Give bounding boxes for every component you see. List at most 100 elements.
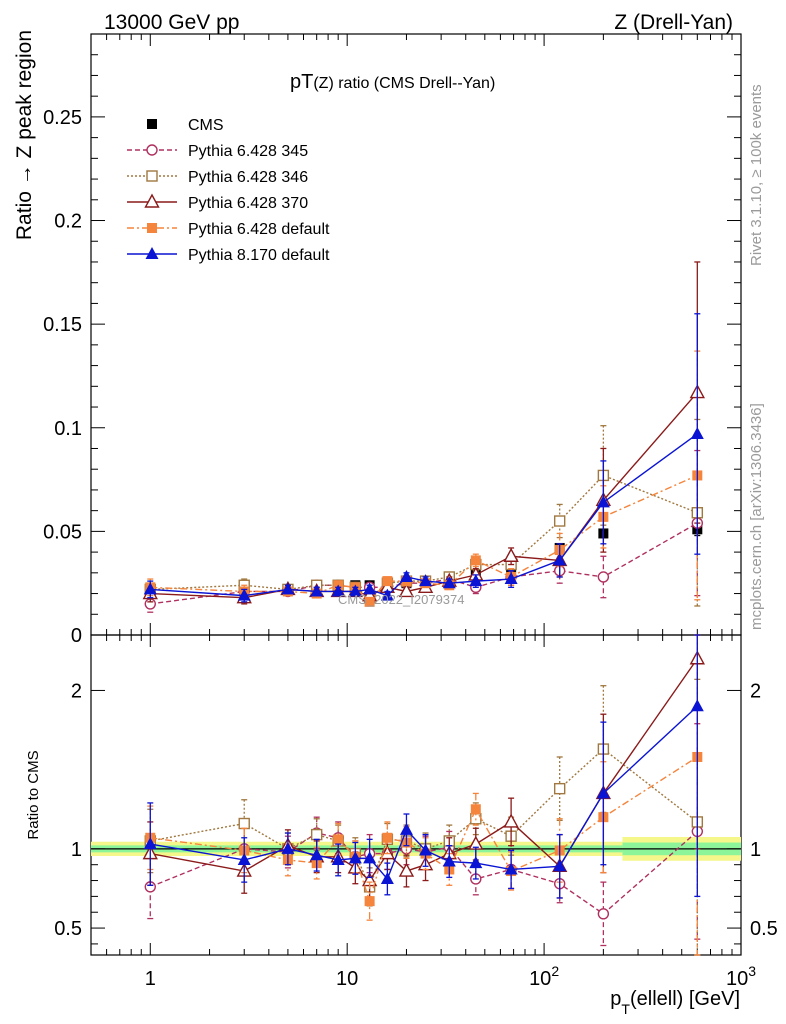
- main-data-point: [380, 588, 394, 601]
- main-data-point: [281, 582, 295, 595]
- legend-entry: Pythia 6.428 default: [127, 221, 330, 238]
- main-data-point: [553, 515, 566, 527]
- x-tick-label: 10: [336, 968, 358, 990]
- ratio-data-point: [238, 817, 250, 830]
- legend-marker: [147, 223, 157, 233]
- main-data-point: [331, 584, 345, 597]
- main-series-line: [150, 474, 698, 603]
- legend-label: Pythia 6.428 370: [188, 195, 308, 212]
- legend-label: Pythia 6.428 346: [188, 169, 308, 186]
- ratio-series-line: [150, 748, 698, 889]
- ratio-data-point: [382, 832, 393, 843]
- y-tick-label: 0.15: [43, 314, 82, 336]
- main-data-point: [348, 584, 362, 597]
- ratio-series-2: [142, 634, 705, 901]
- ratio-data-point: [469, 856, 483, 869]
- main-data-point: [310, 584, 324, 597]
- header-right: Z (Drell-Yan): [614, 11, 733, 34]
- main-series-5: [143, 313, 704, 603]
- main-data-point: [503, 547, 519, 562]
- ratio-series-4: [143, 634, 704, 899]
- ratio-series-1: [144, 678, 704, 956]
- main-series-3: [142, 261, 705, 605]
- x-tick-label-exp: 2: [551, 963, 559, 979]
- ratio-data-point: [237, 852, 251, 865]
- legend-entry: Pythia 6.428 370: [127, 193, 308, 212]
- y-tick-label: 1: [71, 839, 82, 861]
- plot-title-sub: (Z) ratio (CMS Drell--Yan): [313, 75, 495, 92]
- main-ylabel: Ratio → Z peak region: [13, 30, 36, 240]
- main-series-line: [150, 433, 698, 597]
- ratio-data-point: [553, 859, 567, 872]
- y-tick-label-right: 0.5: [750, 918, 778, 940]
- x-tick-label: 1: [145, 968, 156, 990]
- legend-entry: Pythia 8.170 default: [127, 247, 330, 264]
- main-data-point: [690, 426, 704, 439]
- main-data-point: [470, 555, 481, 566]
- main-data-point: [364, 596, 375, 607]
- ratio-data-point: [380, 871, 394, 884]
- legend-entry: Pythia 6.428 346: [127, 169, 308, 186]
- legend-marker: [146, 144, 158, 156]
- y-tick-label: 0.05: [43, 521, 82, 543]
- ratio-data-point: [331, 852, 345, 865]
- ratio-data-point: [596, 786, 610, 799]
- ratio-data-point: [419, 843, 433, 856]
- x-tick-label: 102: [529, 963, 559, 990]
- ratio-data-point: [363, 851, 377, 864]
- main-data-point: [469, 574, 483, 587]
- plot-title: pT(Z) ratio (CMS Drell--Yan): [290, 71, 495, 93]
- ratio-data-point: [504, 862, 518, 875]
- y-tick-label: 0.25: [43, 107, 82, 129]
- ratio-data-point: [399, 822, 413, 835]
- main-series-line: [150, 392, 698, 599]
- plot-title-main: pT: [290, 71, 313, 93]
- legend-entry: Pythia 6.428 345: [127, 143, 308, 160]
- ratio-data-point: [398, 862, 415, 877]
- ratio-data-point: [503, 813, 519, 828]
- legend-label: CMS: [188, 117, 224, 134]
- ratio-series-line: [150, 756, 698, 904]
- y-tick-label-right: 1: [750, 839, 761, 861]
- ratio-data-point: [281, 841, 295, 854]
- y-tick-label: 0.1: [54, 418, 82, 440]
- ratio-series-line: [150, 705, 698, 881]
- legend-label: Pythia 6.428 default: [188, 221, 330, 238]
- x-tick-label-base: 10: [336, 968, 358, 990]
- header-left: 13000 GeV pp: [104, 11, 239, 34]
- ratio-plot-frame: [90, 634, 742, 956]
- main-data-point: [399, 569, 413, 582]
- main-data-point: [382, 576, 393, 587]
- watermark: CMS_2022_I2079374: [338, 592, 465, 607]
- legend-entry: CMS: [147, 117, 224, 134]
- plot-frames: [90, 33, 742, 956]
- ratio-series-3: [145, 634, 703, 956]
- legend-label: Pythia 8.170 default: [188, 247, 330, 264]
- y-tick-label: 0.2: [54, 211, 82, 233]
- y-tick-label: 2: [71, 680, 82, 702]
- x-tick-label-base: 10: [726, 968, 748, 990]
- main-data-point: [363, 582, 377, 595]
- legend-marker: [145, 247, 159, 259]
- x-axis-label-rest: (ellell) [GeV]: [630, 988, 740, 1010]
- main-series-line: [150, 474, 698, 599]
- x-axis-label: pT(ellell) [GeV]: [610, 988, 740, 1017]
- ratio-data-point: [143, 837, 157, 850]
- y-tick-label-right: 2: [750, 680, 761, 702]
- x-tick-label-base: 10: [529, 968, 551, 990]
- main-data-point: [596, 495, 610, 508]
- legend-marker: [144, 193, 160, 208]
- x-tick-label: 103: [726, 963, 756, 990]
- x-axis-label-sub: T: [621, 1001, 630, 1017]
- rivet-label: Rivet 3.1.10, ≥ 100k events: [748, 84, 765, 266]
- legend-label: Pythia 6.428 345: [188, 143, 308, 160]
- ratio-ylabel: Ratio to CMS: [25, 750, 42, 839]
- main-data-point: [553, 553, 567, 566]
- main-data-point: [143, 582, 157, 595]
- main-series-line: [150, 522, 698, 605]
- ratio-data-point: [310, 848, 324, 861]
- ratio-data-point: [553, 782, 566, 795]
- ratio-data-point: [310, 828, 323, 841]
- main-data-point: [237, 588, 251, 601]
